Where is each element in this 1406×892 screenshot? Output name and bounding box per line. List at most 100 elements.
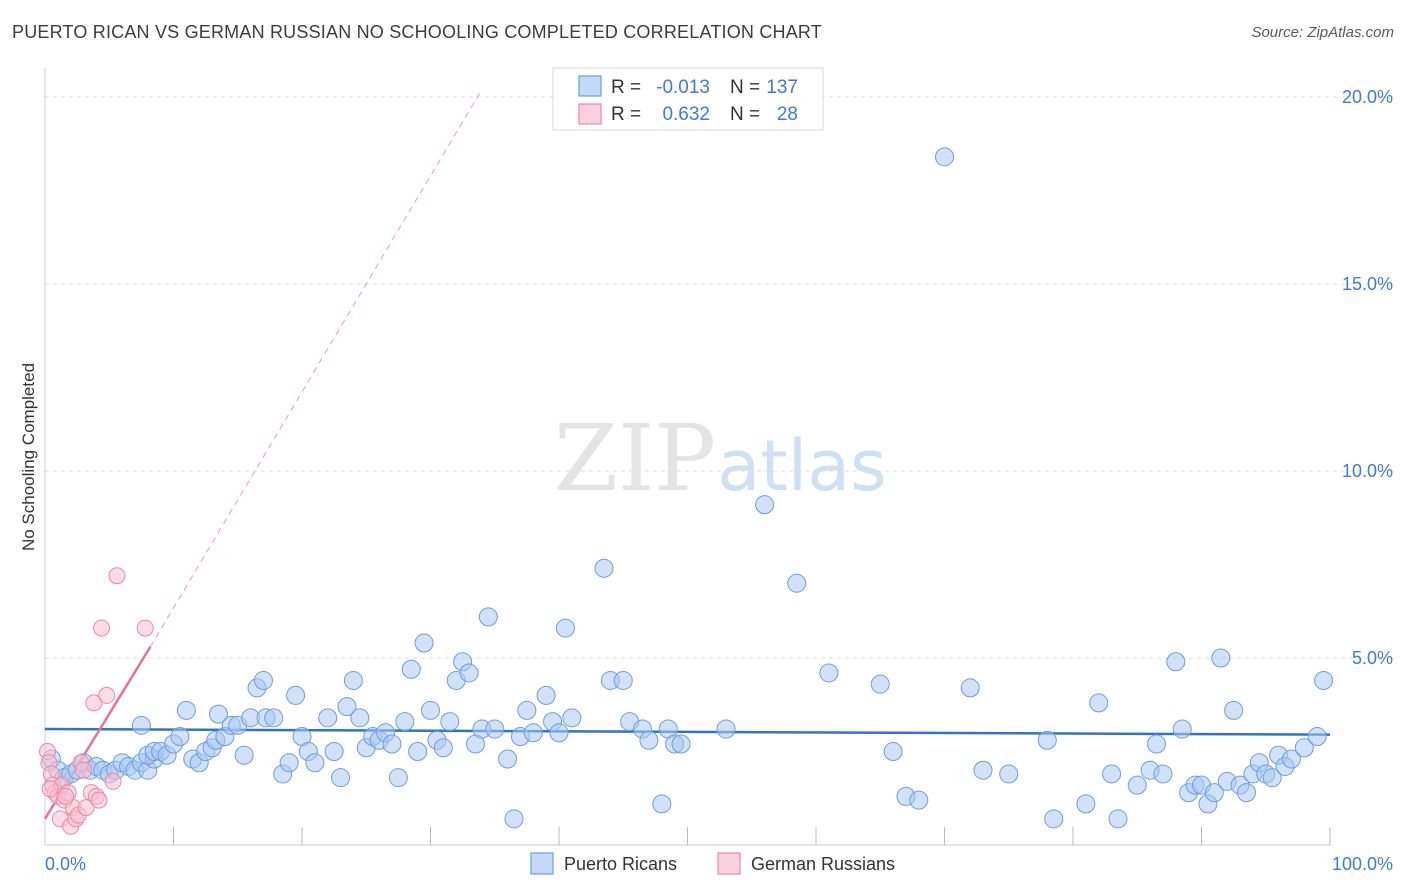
point-puerto-ricans — [1037, 730, 1057, 750]
point-puerto-ricans — [1076, 794, 1096, 814]
y-axis-label: No Schooling Completed — [19, 363, 38, 551]
point-puerto-ricans — [343, 670, 363, 690]
point-puerto-ricans — [755, 495, 775, 515]
point-puerto-ricans — [414, 633, 434, 653]
point-puerto-ricans — [253, 670, 273, 690]
point-puerto-ricans — [1262, 768, 1282, 788]
point-german-russians — [57, 787, 75, 805]
y-tick-label: 20.0% — [1342, 87, 1393, 107]
point-puerto-ricans — [478, 607, 498, 627]
point-puerto-ricans — [279, 753, 299, 773]
legend-r-value-pink: 0.632 — [662, 104, 710, 125]
point-puerto-ricans — [324, 742, 344, 761]
chart-title: PUERTO RICAN VS GERMAN RUSSIAN NO SCHOOL… — [12, 22, 822, 42]
point-german-russians — [108, 567, 126, 585]
point-puerto-ricans — [388, 768, 408, 788]
y-tick-label: 5.0% — [1352, 648, 1393, 668]
point-puerto-ricans — [318, 708, 338, 728]
x-tick-label: 100.0% — [1332, 854, 1393, 874]
correlation-legend: R = -0.013 N = 137 R = 0.632 N = 28 — [552, 67, 824, 131]
point-puerto-ricans — [1102, 764, 1122, 784]
point-puerto-ricans — [1204, 783, 1224, 803]
y-tick-label: 15.0% — [1342, 274, 1393, 294]
legend-r-label-pink: R = — [611, 104, 646, 125]
point-puerto-ricans — [935, 147, 954, 167]
grid-lines — [45, 96, 1393, 659]
point-puerto-ricans — [337, 697, 357, 717]
point-puerto-ricans — [671, 734, 691, 754]
point-puerto-ricans — [716, 719, 736, 739]
point-puerto-ricans — [433, 738, 453, 758]
point-puerto-ricans — [1089, 693, 1109, 713]
point-puerto-ricans — [1153, 764, 1173, 784]
trend-line-puerto-ricans — [44, 727, 1331, 736]
point-puerto-ricans — [131, 715, 151, 735]
axes — [44, 68, 1331, 846]
point-puerto-ricans — [883, 742, 903, 761]
point-puerto-ricans — [504, 809, 524, 829]
point-puerto-ricans — [350, 708, 370, 728]
point-puerto-ricans — [408, 742, 428, 761]
watermark: ZIP atlas — [554, 405, 887, 512]
legend-bottom-swatch-blue — [530, 852, 554, 875]
point-puerto-ricans — [1166, 652, 1186, 672]
point-puerto-ricans — [382, 734, 402, 754]
point-puerto-ricans — [523, 723, 543, 743]
point-puerto-ricans — [1127, 775, 1147, 795]
point-puerto-ricans — [819, 663, 839, 683]
point-puerto-ricans — [440, 712, 460, 732]
point-puerto-ricans — [1044, 809, 1064, 829]
point-puerto-ricans — [536, 685, 556, 705]
legend-n-label-blue: N = — [730, 77, 765, 98]
point-puerto-ricans — [264, 708, 284, 728]
trend-line-german-russians-extended — [149, 89, 483, 648]
point-puerto-ricans — [613, 670, 633, 690]
point-puerto-ricans — [555, 618, 575, 638]
legend-n-label-pink: N = — [730, 104, 765, 125]
point-german-russians — [93, 619, 111, 637]
point-puerto-ricans — [485, 719, 505, 739]
legend-bottom-swatch-pink — [717, 852, 741, 875]
point-puerto-ricans — [1294, 738, 1314, 758]
point-puerto-ricans — [639, 730, 659, 750]
watermark-atlas: atlas — [717, 425, 886, 507]
legend-r-value-blue: -0.013 — [656, 77, 710, 98]
series-legend: Puerto Ricans German Russians — [530, 852, 895, 875]
point-puerto-ricans — [286, 685, 306, 705]
point-puerto-ricans — [973, 760, 993, 780]
x-tick-label: 0.0% — [45, 854, 86, 874]
point-german-russians — [75, 761, 93, 779]
point-puerto-ricans — [170, 727, 190, 747]
point-puerto-ricans — [1314, 670, 1334, 690]
point-puerto-ricans — [999, 764, 1019, 784]
point-puerto-ricans — [1236, 783, 1256, 803]
point-puerto-ricans — [395, 712, 415, 732]
point-puerto-ricans — [1281, 749, 1301, 769]
point-puerto-ricans — [1224, 700, 1244, 720]
point-puerto-ricans — [401, 659, 421, 679]
watermark-zip: ZIP — [554, 405, 716, 512]
point-german-russians — [41, 780, 59, 798]
point-puerto-ricans — [234, 745, 254, 765]
legend-r-label-blue: R = — [611, 77, 646, 98]
data-points — [39, 147, 1334, 835]
point-puerto-ricans — [594, 558, 614, 578]
point-puerto-ricans — [1211, 648, 1231, 668]
point-puerto-ricans — [305, 753, 325, 773]
point-puerto-ricans — [787, 573, 807, 593]
point-german-russians — [85, 694, 103, 712]
point-german-russians — [104, 772, 122, 790]
point-german-russians — [77, 799, 95, 817]
legend-n-value-blue: 137 — [766, 77, 798, 98]
point-puerto-ricans — [652, 794, 672, 814]
point-puerto-ricans — [517, 700, 537, 720]
point-puerto-ricans — [208, 704, 228, 724]
legend-swatch-blue — [578, 75, 602, 97]
y-tick-label: 10.0% — [1342, 461, 1393, 481]
point-puerto-ricans — [421, 700, 440, 720]
point-puerto-ricans — [549, 723, 569, 743]
point-puerto-ricans — [176, 700, 196, 720]
legend-swatch-pink — [578, 103, 602, 125]
point-puerto-ricans — [498, 749, 518, 769]
